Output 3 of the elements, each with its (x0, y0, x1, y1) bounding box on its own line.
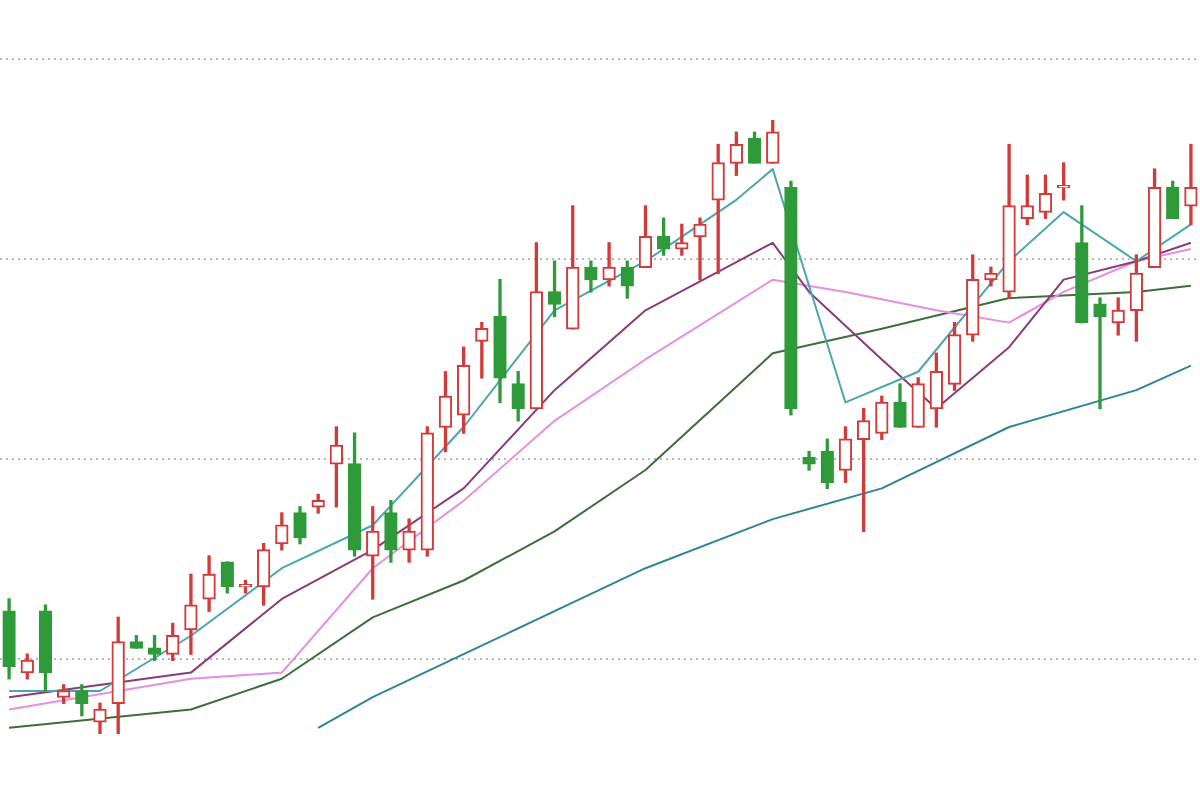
candlestick (1184, 143, 1198, 226)
candlestick (693, 217, 707, 281)
candlestick (1093, 297, 1107, 410)
